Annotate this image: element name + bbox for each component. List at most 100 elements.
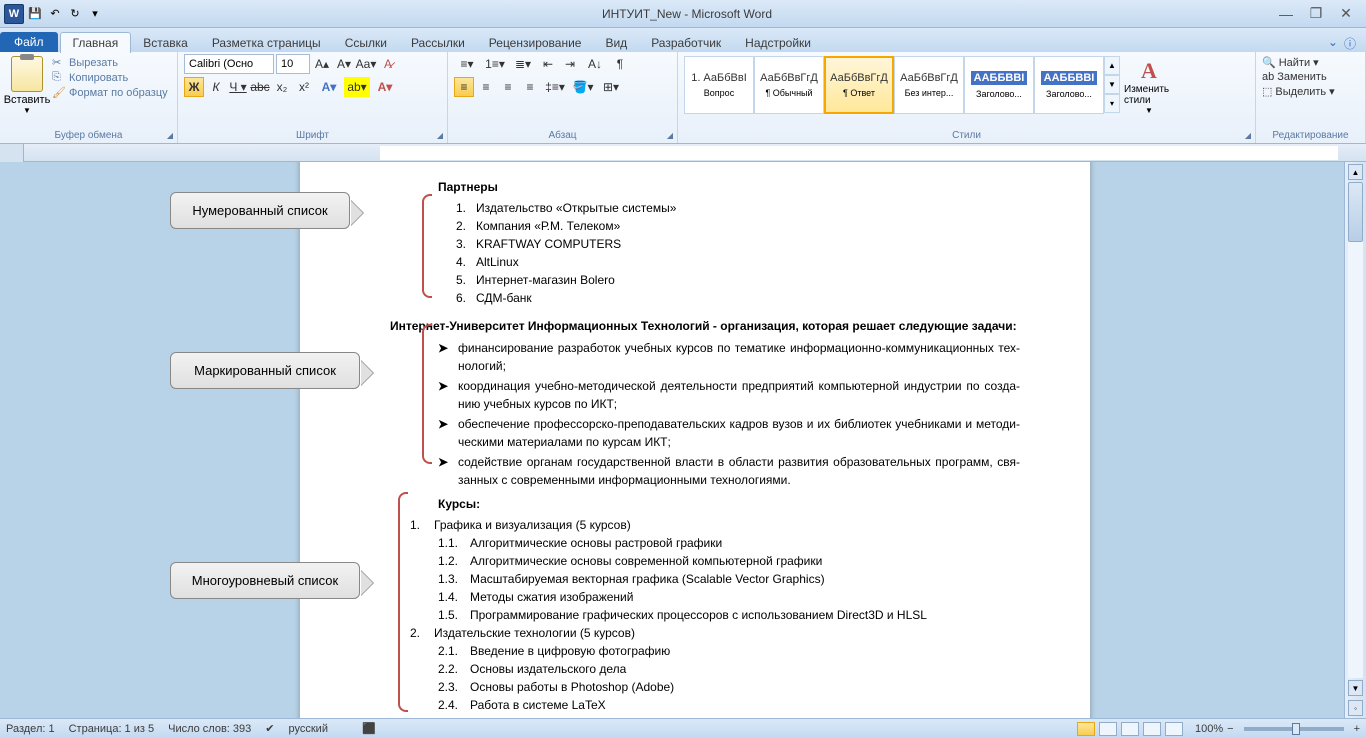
draft-view-button[interactable] xyxy=(1165,722,1183,736)
vertical-scrollbar[interactable]: ▲ ▼ ◦ xyxy=(1344,162,1366,718)
align-right-button[interactable]: ≡ xyxy=(498,77,518,97)
help-icon[interactable]: ⓘ xyxy=(1344,35,1356,52)
zoom-slider[interactable] xyxy=(1244,727,1344,731)
ribbon-minimize-icon[interactable]: ⌄ xyxy=(1328,35,1338,52)
copy-button[interactable]: ⎘Копировать xyxy=(52,71,168,85)
font-size-combo[interactable] xyxy=(276,54,310,74)
justify-button[interactable]: ≡ xyxy=(520,77,540,97)
copy-icon: ⎘ xyxy=(52,71,66,85)
page[interactable]: Партнеры 1.Издательство «Открытые систем… xyxy=(300,162,1090,718)
styles-scroll-down-icon[interactable]: ▼ xyxy=(1104,75,1120,94)
strike-button[interactable]: abc xyxy=(250,77,270,97)
format-painter-button[interactable]: 🖌Формат по образцу xyxy=(52,86,168,100)
tab-2[interactable]: Разметка страницы xyxy=(200,33,333,53)
increase-indent-button[interactable]: ⇥ xyxy=(560,54,580,74)
grow-font-button[interactable]: A▴ xyxy=(312,54,332,74)
browse-object-icon[interactable]: ◦ xyxy=(1348,700,1363,716)
tab-0[interactable]: Главная xyxy=(60,32,132,53)
clear-format-button[interactable]: A̷ xyxy=(378,54,398,74)
web-view-button[interactable] xyxy=(1121,722,1139,736)
paragraph-launcher-icon[interactable]: ◢ xyxy=(667,131,673,140)
tab-4[interactable]: Рассылки xyxy=(399,33,477,53)
scroll-thumb[interactable] xyxy=(1348,182,1363,242)
close-button[interactable]: ✕ xyxy=(1336,6,1356,22)
shading-button[interactable]: 🪣▾ xyxy=(570,77,596,97)
status-language[interactable]: русский xyxy=(289,723,328,735)
borders-button[interactable]: ⊞▾ xyxy=(598,77,624,97)
font-name-combo[interactable] xyxy=(184,54,274,74)
status-page[interactable]: Страница: 1 из 5 xyxy=(69,723,155,735)
outline-view-button[interactable] xyxy=(1143,722,1161,736)
style-item-4[interactable]: ААББВВІЗаголово... xyxy=(964,56,1034,114)
style-item-5[interactable]: ААББВВІЗаголово... xyxy=(1034,56,1104,114)
decrease-indent-button[interactable]: ⇤ xyxy=(538,54,558,74)
underline-button[interactable]: Ч ▾ xyxy=(228,77,248,97)
styles-more-icon[interactable]: ▾ xyxy=(1104,94,1120,113)
print-layout-view-button[interactable] xyxy=(1077,722,1095,736)
styles-scroll-up-icon[interactable]: ▲ xyxy=(1104,56,1120,75)
numbering-button[interactable]: 1≡▾ xyxy=(482,54,508,74)
font-launcher-icon[interactable]: ◢ xyxy=(437,131,443,140)
status-words[interactable]: Число слов: 393 xyxy=(168,723,251,735)
style-item-1[interactable]: АаБбВвГгД¶ Обычный xyxy=(754,56,824,114)
maximize-button[interactable]: ❐ xyxy=(1306,6,1326,22)
show-marks-button[interactable]: ¶ xyxy=(610,54,630,74)
select-button[interactable]: ⬚Выделить ▾ xyxy=(1262,85,1335,98)
brush-icon: 🖌 xyxy=(52,86,66,100)
styles-gallery[interactable]: 1. АаБбВвІВопросАаБбВвГгД¶ ОбычныйАаБбВв… xyxy=(684,54,1104,114)
numbered-list: 1.Издательство «Открытые системы»2.Компа… xyxy=(438,199,1020,307)
change-styles-button[interactable]: A Изменить стили ▼ xyxy=(1124,54,1174,115)
paste-label: Вставить xyxy=(4,94,51,106)
tab-1[interactable]: Вставка xyxy=(131,33,200,53)
undo-icon[interactable]: ↶ xyxy=(46,5,64,23)
style-item-0[interactable]: 1. АаБбВвІВопрос xyxy=(684,56,754,114)
highlight-button[interactable]: ab▾ xyxy=(344,77,370,97)
tab-6[interactable]: Вид xyxy=(593,33,639,53)
find-button[interactable]: 🔍Найти ▾ xyxy=(1262,56,1335,69)
tab-7[interactable]: Разработчик xyxy=(639,33,733,53)
tab-3[interactable]: Ссылки xyxy=(333,33,399,53)
paste-button[interactable]: Вставить ▼ xyxy=(6,54,48,115)
align-left-button[interactable]: ≡ xyxy=(454,77,474,97)
scroll-down-icon[interactable]: ▼ xyxy=(1348,680,1363,696)
subscript-button[interactable]: x₂ xyxy=(272,77,292,97)
redo-icon[interactable]: ↻ xyxy=(66,5,84,23)
shrink-font-button[interactable]: A▾ xyxy=(334,54,354,74)
style-item-3[interactable]: АаБбВвГгДБез интер... xyxy=(894,56,964,114)
multilevel-button[interactable]: ≣▾ xyxy=(510,54,536,74)
italic-button[interactable]: К xyxy=(206,77,226,97)
callout-numbered: Нумерованный список xyxy=(170,192,350,229)
tab-8[interactable]: Надстройки xyxy=(733,33,823,53)
replace-button[interactable]: abЗаменить xyxy=(1262,71,1335,83)
zoom-out-button[interactable]: − xyxy=(1227,723,1233,735)
clipboard-launcher-icon[interactable]: ◢ xyxy=(167,131,173,140)
fullscreen-view-button[interactable] xyxy=(1099,722,1117,736)
spellcheck-icon[interactable]: ✔ xyxy=(265,722,274,735)
zoom-in-button[interactable]: + xyxy=(1354,723,1360,735)
bold-button[interactable]: Ж xyxy=(184,77,204,97)
font-color-button[interactable]: A▾ xyxy=(372,77,398,97)
change-case-button[interactable]: Aa▾ xyxy=(356,54,376,74)
tab-5[interactable]: Рецензирование xyxy=(477,33,594,53)
minimize-button[interactable]: — xyxy=(1276,6,1296,22)
sort-button[interactable]: A↓ xyxy=(582,54,608,74)
line-spacing-button[interactable]: ‡≡▾ xyxy=(542,77,568,97)
styles-launcher-icon[interactable]: ◢ xyxy=(1245,131,1251,140)
scroll-up-icon[interactable]: ▲ xyxy=(1348,164,1363,180)
text-effects-button[interactable]: A▾ xyxy=(316,77,342,97)
qat-dropdown-icon[interactable]: ▾ xyxy=(86,5,104,23)
superscript-button[interactable]: x² xyxy=(294,77,314,97)
bullets-button[interactable]: ≡▾ xyxy=(454,54,480,74)
cut-button[interactable]: ✂Вырезать xyxy=(52,56,168,70)
status-zoom[interactable]: 100% xyxy=(1195,723,1223,735)
tab-file[interactable]: Файл xyxy=(0,32,58,52)
save-icon[interactable]: 💾 xyxy=(26,5,44,23)
align-center-button[interactable]: ≡ xyxy=(476,77,496,97)
style-item-2[interactable]: АаБбВвГгД¶ Ответ xyxy=(824,56,894,114)
styles-group-label: Стили xyxy=(678,130,1255,141)
courses-heading: Курсы: xyxy=(438,495,1020,513)
horizontal-ruler[interactable] xyxy=(0,144,1366,162)
insert-mode-icon[interactable]: ⬛ xyxy=(362,722,376,735)
status-section[interactable]: Раздел: 1 xyxy=(6,723,55,735)
status-bar: Раздел: 1 Страница: 1 из 5 Число слов: 3… xyxy=(0,718,1366,738)
